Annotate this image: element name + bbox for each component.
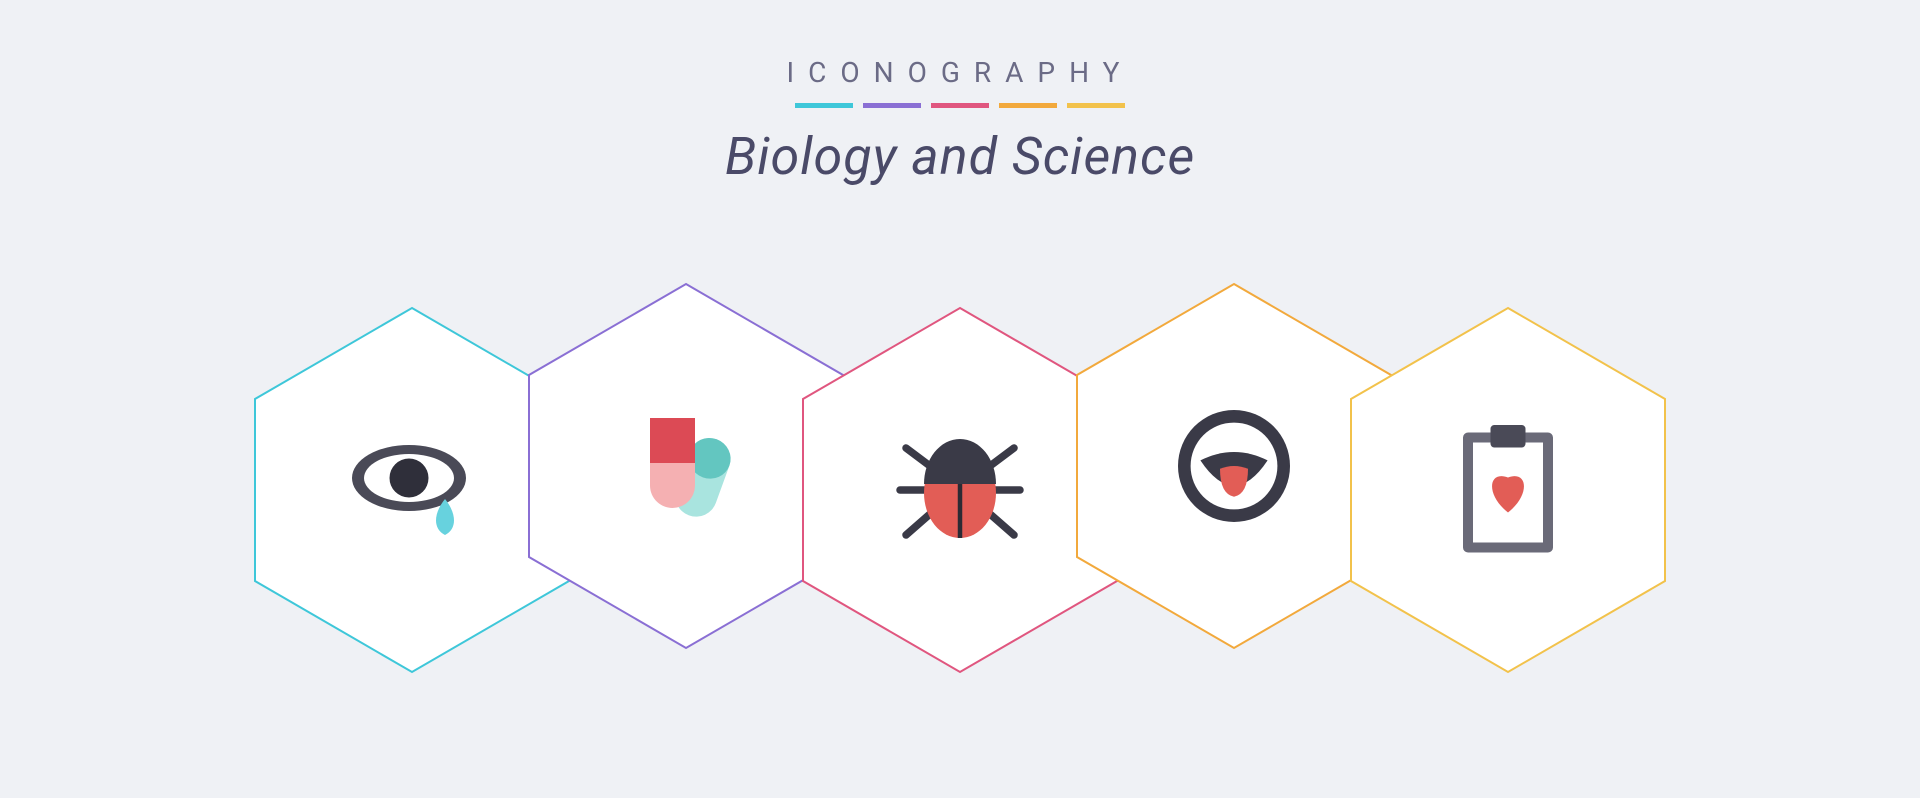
underline-seg (999, 103, 1057, 108)
title-part-italic: and (911, 126, 998, 187)
underline-seg (863, 103, 921, 108)
mouth-tongue-icon (1149, 381, 1319, 551)
bug-icon (875, 405, 1045, 575)
brand-label: ICONOGRAPHY (0, 56, 1920, 89)
eye-tear-icon (327, 405, 497, 575)
brand-underline (0, 103, 1920, 108)
title-part: Science (998, 126, 1195, 187)
clipboard-heart-icon (1423, 405, 1593, 575)
underline-seg (795, 103, 853, 108)
header: ICONOGRAPHY Biology and Science (0, 56, 1920, 187)
underline-seg (931, 103, 989, 108)
pills-icon (601, 381, 771, 551)
page-title: Biology and Science (0, 126, 1920, 187)
icons-row (0, 300, 1920, 680)
underline-seg (1067, 103, 1125, 108)
title-part: Biology (725, 126, 911, 187)
hex-tile-clipboard (1343, 300, 1673, 680)
